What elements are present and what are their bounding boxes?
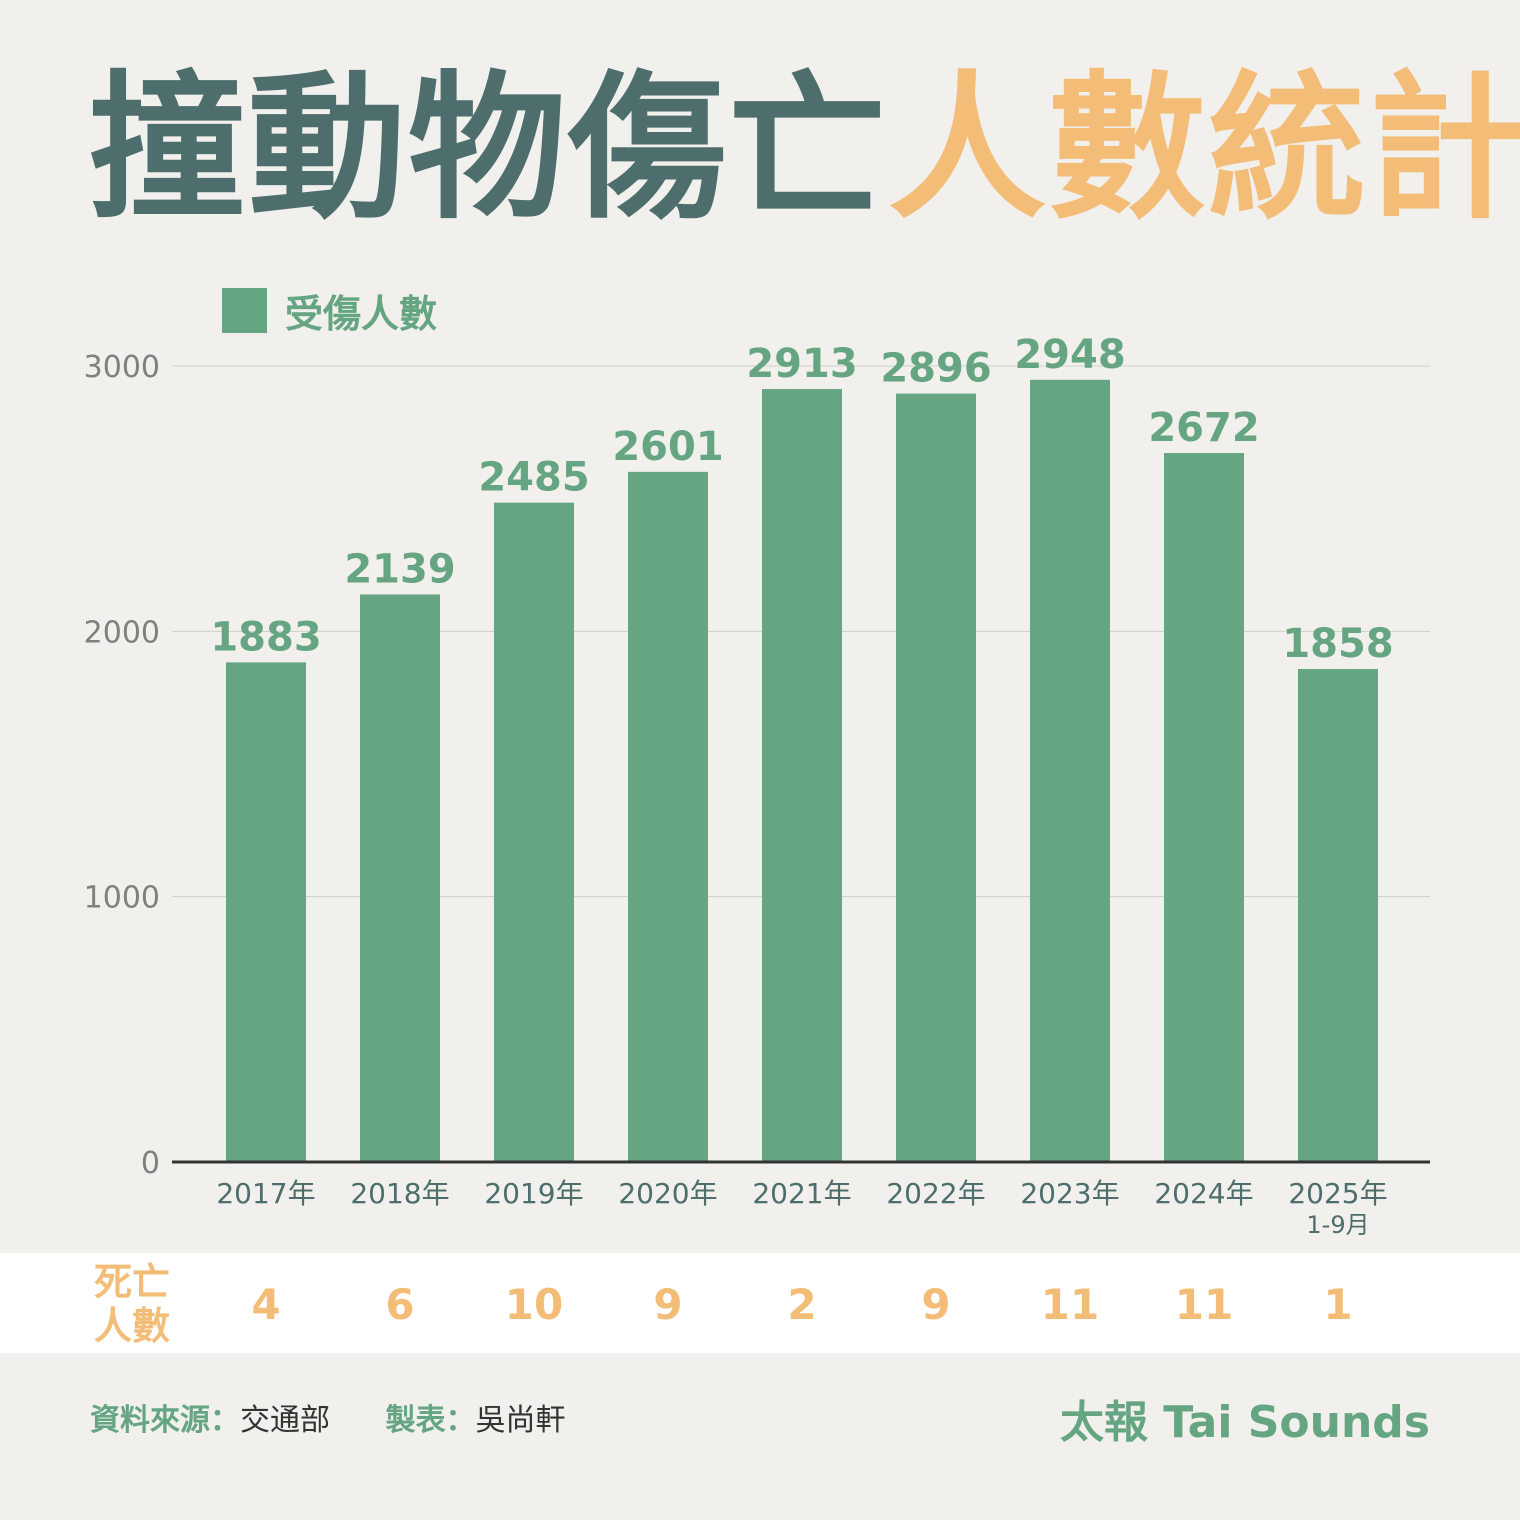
data-label: 1883 [210,614,321,660]
data-label: 1858 [1282,621,1393,667]
x-tick-label: 2019年 [484,1177,583,1210]
death-value: 6 [385,1280,415,1329]
data-label: 2601 [612,424,723,470]
y-tick-label: 2000 [84,615,160,650]
page-title: 撞動物傷亡人數統計 [88,70,1520,228]
x-tick-label: 2020年 [618,1177,717,1210]
bar [1030,379,1110,1162]
credit-value: 吳尚軒 [475,1403,566,1438]
x-tick-label: 2017年 [216,1177,315,1210]
chart-legend: 受傷人數 [222,283,437,338]
death-value: 4 [251,1280,281,1329]
deaths-row-band [0,1253,1520,1353]
x-tick-label: 2018年 [350,1177,449,1210]
y-tick-label: 3000 [84,350,160,385]
bar [628,471,708,1162]
bar [896,393,976,1162]
source-label: 資料來源： [90,1403,240,1438]
y-tick-label: 1000 [84,881,160,916]
death-value: 11 [1040,1280,1100,1329]
data-label: 2139 [344,546,455,592]
title-part-accent: 人數統計 [888,57,1520,241]
x-tick-label: 2024年 [1154,1177,1253,1210]
x-tick-label: 2023年 [1020,1177,1119,1210]
death-value: 11 [1174,1280,1234,1329]
title-part-dark: 撞動物傷亡 [88,57,888,241]
brand-logo-text: 太報 Tai Sounds [1059,1397,1430,1448]
legend-label: 受傷人數 [285,292,438,336]
x-tick-label: 2022年 [886,1177,985,1210]
bar [226,662,306,1162]
deaths-row-label-line1: 死亡 [94,1260,171,1304]
bar [762,389,842,1163]
data-label: 2948 [1014,332,1125,378]
death-value: 1 [1323,1280,1353,1329]
x-tick-note: 1-9月 [1306,1211,1369,1239]
bar [1298,669,1378,1162]
bar [1164,453,1244,1163]
death-value: 9 [921,1280,951,1329]
footer-source: 資料來源：交通部 製表：吳尚軒 [90,1395,566,1439]
deaths-row-label: 死亡 人數 [94,1260,170,1348]
source-value: 交通部 [240,1403,330,1438]
y-tick-label: 0 [141,1146,160,1181]
legend-swatch [222,288,267,333]
data-label: 2672 [1148,405,1259,451]
bar [360,594,440,1162]
death-value: 2 [787,1280,817,1329]
bar [494,502,574,1162]
credit-label: 製表： [385,1403,476,1438]
bar-chart: 0 1000 2000 3000 1883 2017年 2139 2018年 2485 2019年… [84,332,1430,1239]
death-value: 10 [504,1280,564,1329]
deaths-row-label-line2: 人數 [94,1304,171,1348]
data-label: 2913 [746,341,857,387]
data-label: 2485 [478,455,589,501]
death-value: 9 [653,1280,683,1329]
data-label: 2896 [880,346,991,392]
x-tick-label: 2025年 [1288,1177,1387,1210]
x-tick-label: 2021年 [752,1177,851,1210]
